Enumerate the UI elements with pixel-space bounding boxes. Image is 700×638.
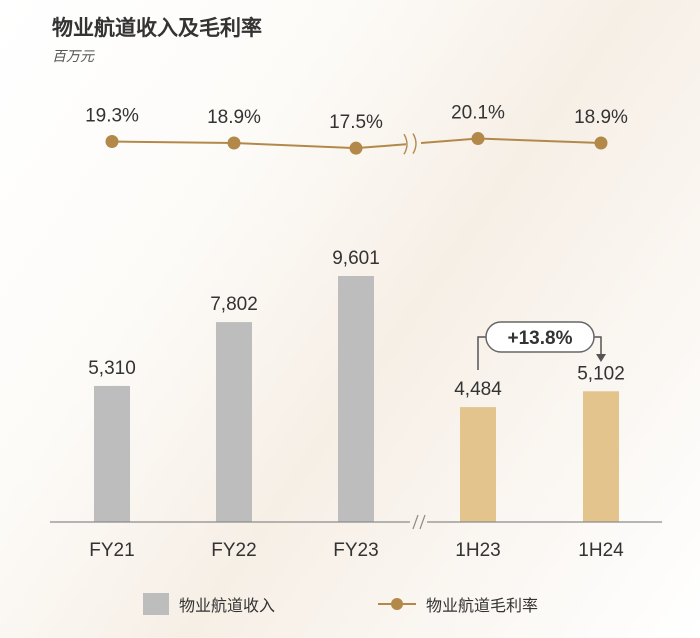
legend-margin-label: 物业航道毛利率 — [426, 596, 539, 615]
revenue-bar-1H23 — [460, 407, 496, 522]
margin-value-label-FY23: 17.5% — [329, 112, 383, 133]
line-break-mark — [412, 133, 417, 155]
x-tick-label-FY21: FY21 — [89, 540, 134, 561]
revenue-bar-FY21 — [94, 385, 130, 522]
chart-title: 物业航道收入及毛利率 — [52, 16, 262, 40]
growth-badge-label: +13.8% — [508, 328, 573, 349]
margin-value-label-1H23: 20.1% — [451, 103, 505, 124]
legend-line-swatch — [378, 593, 416, 615]
margin-point-1H23 — [471, 132, 485, 146]
growth-arrow-head — [596, 354, 606, 362]
revenue-value-label-FY22: 7,802 — [210, 294, 258, 315]
axis-break-mark — [419, 514, 426, 530]
revenue-value-label-1H24: 5,102 — [577, 363, 625, 384]
margin-point-FY22 — [227, 136, 241, 150]
margin-value-label-FY21: 19.3% — [85, 106, 139, 127]
axis-break-mark — [412, 514, 419, 530]
x-tick-label-FY22: FY22 — [211, 540, 256, 561]
growth-annotation: +13.8% — [477, 321, 606, 370]
revenue-bar-layer: 5,310 7,802 9,601 4,484 5,102 — [88, 248, 625, 522]
margin-point-1H24 — [594, 136, 608, 150]
legend: 物业航道收入 物业航道毛利率 — [0, 592, 700, 622]
revenue-value-label-1H23: 4,484 — [454, 379, 502, 400]
legend-bar-swatch — [143, 593, 169, 615]
legend-item-margin: 物业航道毛利率 — [378, 592, 538, 616]
legend-item-revenue: 物业航道收入 — [143, 592, 275, 616]
margin-line-segment-half — [420, 137, 602, 145]
legend-revenue-label: 物业航道收入 — [179, 596, 276, 615]
margin-point-FY23 — [349, 141, 363, 155]
unit-label: 百万元 — [52, 49, 94, 65]
revenue-value-label-FY21: 5,310 — [88, 358, 136, 379]
growth-badge — [485, 321, 595, 353]
combo-chart: 19.3% 18.9% 17.5% 20.1% 18.9% 5,310 7,802 9,60… — [50, 103, 662, 561]
revenue-value-label-FY23: 9,601 — [332, 248, 380, 269]
x-tick-label-1H23: 1H23 — [455, 540, 500, 561]
margin-line-segment-annual — [111, 140, 407, 150]
x-tick-label-FY23: FY23 — [333, 540, 378, 561]
revenue-bar-FY23 — [338, 276, 374, 522]
x-axis: FY21 FY22 FY23 1H23 1H24 — [50, 514, 662, 561]
revenue-bar-1H24 — [583, 391, 619, 522]
margin-point-FY21 — [105, 135, 119, 149]
x-tick-label-1H24: 1H24 — [578, 540, 624, 561]
revenue-bar-FY22 — [216, 322, 252, 522]
margin-value-label-FY22: 18.9% — [207, 107, 261, 128]
line-break-mark — [403, 133, 408, 155]
margin-line-layer: 19.3% 18.9% 17.5% 20.1% 18.9% — [85, 103, 628, 155]
margin-value-label-1H24: 18.9% — [574, 107, 628, 128]
